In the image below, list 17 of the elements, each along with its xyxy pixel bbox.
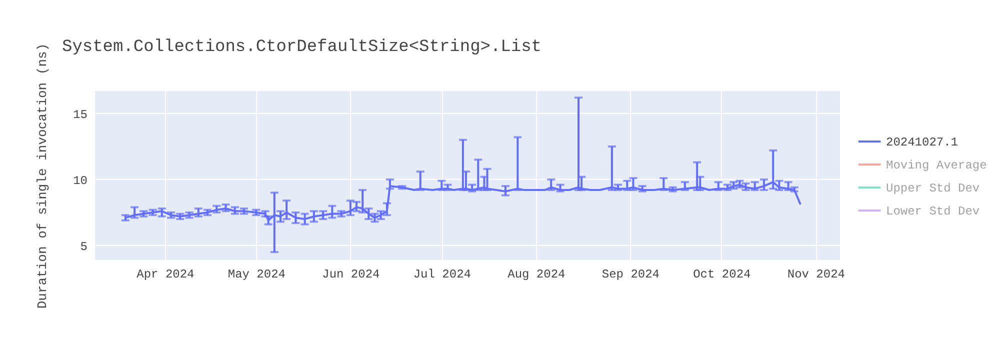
x-tick-label: Aug 2024: [508, 268, 566, 282]
legend-label: Moving Average: [886, 158, 987, 172]
y-tick-label: 15: [73, 108, 88, 122]
x-tick-label: Nov 2024: [787, 268, 845, 282]
y-axis-title: Duration of single invocation (ns): [35, 43, 50, 309]
x-tick-label: Jul 2024: [413, 268, 471, 282]
y-tick-label: 5: [80, 240, 88, 254]
chart-title: System.Collections.CtorDefaultSize<String>.List: [62, 38, 542, 57]
x-tick-label: Jun 2024: [322, 268, 380, 282]
x-tick-label: Apr 2024: [136, 268, 194, 282]
legend-label: Upper Std Dev: [886, 182, 980, 196]
x-tick-label: May 2024: [228, 268, 286, 282]
legend-label: 20241027.1: [886, 136, 958, 150]
y-tick-label: 10: [73, 174, 88, 188]
x-tick-label: Oct 2024: [693, 268, 751, 282]
x-tick-label: Sep 2024: [602, 268, 660, 282]
legend-label: Lower Std Dev: [886, 204, 980, 218]
